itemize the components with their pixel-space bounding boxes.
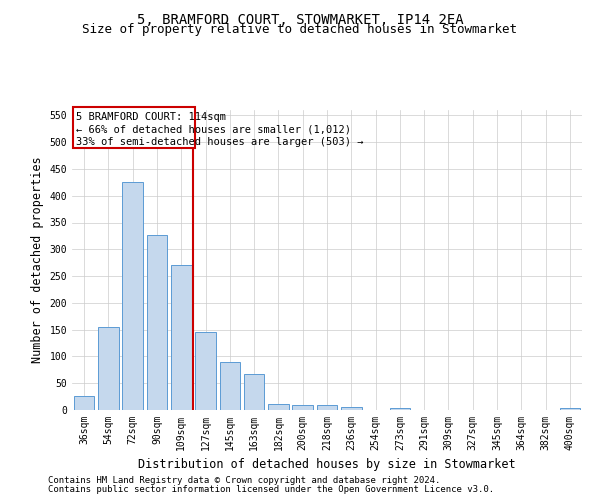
Y-axis label: Number of detached properties: Number of detached properties [31,156,44,364]
Bar [389,408,410,410]
Bar [220,362,240,410]
Bar [195,332,216,410]
Bar [171,266,191,410]
Text: ← 66% of detached houses are smaller (1,012): ← 66% of detached houses are smaller (1,… [76,124,350,134]
Bar [122,182,143,410]
Bar [317,405,337,410]
Text: 5, BRAMFORD COURT, STOWMARKET, IP14 2EA: 5, BRAMFORD COURT, STOWMARKET, IP14 2EA [137,12,463,26]
Bar [292,405,313,410]
Bar [74,396,94,410]
FancyBboxPatch shape [73,108,194,148]
Bar [244,374,265,410]
Bar [98,327,119,410]
Text: Contains public sector information licensed under the Open Government Licence v3: Contains public sector information licen… [48,485,494,494]
Text: 33% of semi-detached houses are larger (503) →: 33% of semi-detached houses are larger (… [76,138,363,147]
Bar [560,408,580,410]
Bar [341,408,362,410]
X-axis label: Distribution of detached houses by size in Stowmarket: Distribution of detached houses by size … [138,458,516,471]
Text: 5 BRAMFORD COURT: 114sqm: 5 BRAMFORD COURT: 114sqm [76,112,226,122]
Text: Contains HM Land Registry data © Crown copyright and database right 2024.: Contains HM Land Registry data © Crown c… [48,476,440,485]
Bar [146,235,167,410]
Bar [268,404,289,410]
Text: Size of property relative to detached houses in Stowmarket: Size of property relative to detached ho… [83,24,517,36]
